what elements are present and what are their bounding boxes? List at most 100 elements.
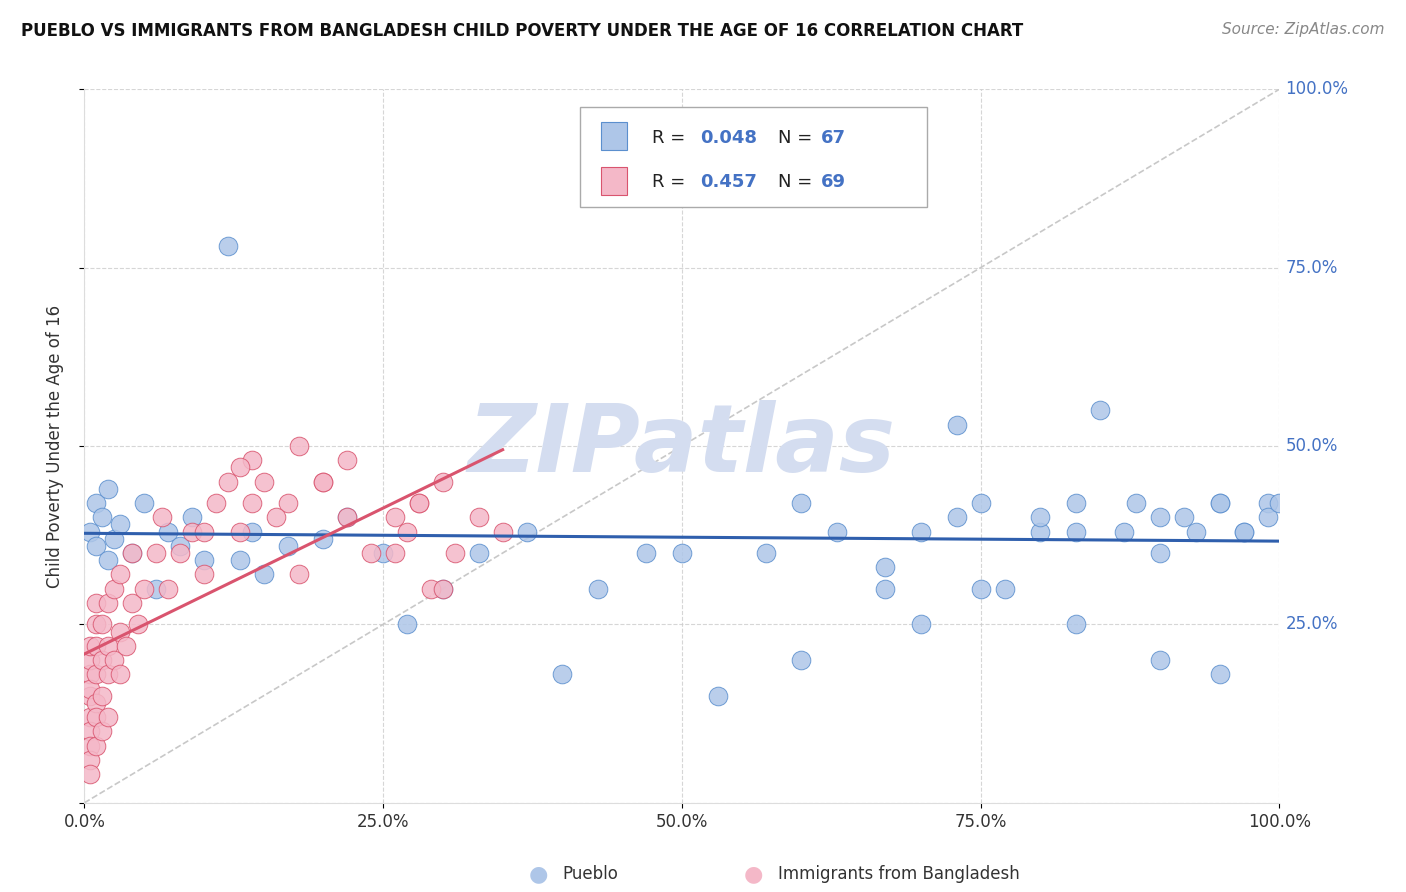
Point — [312, 475, 335, 489]
Point — [875, 560, 897, 574]
Point — [790, 653, 813, 667]
Point — [1256, 496, 1278, 510]
Point — [264, 510, 287, 524]
Point — [1029, 524, 1052, 539]
Point — [288, 567, 311, 582]
Text: 25.0%: 25.0% — [1285, 615, 1339, 633]
Point — [1088, 403, 1111, 417]
Point — [91, 724, 114, 739]
Point — [115, 639, 138, 653]
Point — [336, 510, 359, 524]
Point — [121, 596, 143, 610]
Point — [875, 582, 897, 596]
Point — [396, 617, 419, 632]
Point — [110, 624, 132, 639]
Point — [1149, 546, 1171, 560]
Point — [150, 510, 173, 524]
Point — [97, 710, 120, 724]
Point — [408, 496, 430, 510]
Point — [228, 460, 252, 475]
Text: ZIPatlas: ZIPatlas — [468, 400, 896, 492]
Point — [79, 710, 101, 724]
Point — [312, 475, 335, 489]
Point — [671, 168, 693, 182]
Point — [910, 524, 932, 539]
Point — [84, 596, 107, 610]
Text: R =: R = — [652, 173, 690, 191]
Point — [79, 653, 101, 667]
Point — [1112, 524, 1135, 539]
Point — [91, 653, 114, 667]
Point — [103, 532, 125, 546]
Point — [336, 453, 359, 467]
Point — [1268, 496, 1291, 510]
Point — [1066, 524, 1088, 539]
Point — [79, 681, 101, 696]
Point — [492, 524, 515, 539]
FancyBboxPatch shape — [600, 121, 627, 150]
Point — [97, 639, 120, 653]
Point — [79, 524, 101, 539]
Point — [169, 546, 191, 560]
Point — [169, 539, 191, 553]
Point — [217, 239, 239, 253]
Point — [790, 496, 813, 510]
Point — [103, 653, 125, 667]
Point — [79, 753, 101, 767]
Point — [84, 617, 107, 632]
Point — [84, 639, 107, 653]
Point — [1184, 524, 1206, 539]
Point — [1173, 510, 1195, 524]
Point — [408, 496, 430, 510]
Point — [132, 582, 156, 596]
Text: 0.048: 0.048 — [700, 128, 756, 146]
Point — [79, 767, 101, 781]
Point — [193, 567, 215, 582]
Point — [288, 439, 311, 453]
Point — [217, 475, 239, 489]
Point — [240, 453, 263, 467]
Text: 69: 69 — [821, 173, 845, 191]
Point — [1208, 667, 1230, 681]
Text: 0.457: 0.457 — [700, 173, 756, 191]
Text: PUEBLO VS IMMIGRANTS FROM BANGLADESH CHILD POVERTY UNDER THE AGE OF 16 CORRELATI: PUEBLO VS IMMIGRANTS FROM BANGLADESH CHI… — [21, 22, 1024, 40]
Point — [1208, 496, 1230, 510]
Point — [97, 596, 120, 610]
Point — [228, 553, 252, 567]
Point — [253, 567, 276, 582]
Point — [121, 546, 143, 560]
Point — [180, 510, 202, 524]
Point — [91, 510, 114, 524]
Text: 100.0%: 100.0% — [1285, 80, 1348, 98]
Point — [467, 510, 491, 524]
Point — [228, 524, 252, 539]
Point — [79, 639, 101, 653]
Point — [634, 546, 657, 560]
Point — [1149, 510, 1171, 524]
Point — [91, 689, 114, 703]
Text: ●: ● — [529, 864, 548, 884]
Point — [754, 546, 776, 560]
Point — [1029, 510, 1052, 524]
Point — [312, 532, 335, 546]
Point — [79, 667, 101, 681]
Text: Immigrants from Bangladesh: Immigrants from Bangladesh — [778, 865, 1019, 883]
Point — [1149, 653, 1171, 667]
FancyBboxPatch shape — [600, 167, 627, 194]
Text: N =: N = — [778, 128, 817, 146]
Point — [97, 667, 120, 681]
Text: Source: ZipAtlas.com: Source: ZipAtlas.com — [1222, 22, 1385, 37]
Point — [79, 689, 101, 703]
Point — [84, 539, 107, 553]
Point — [84, 496, 107, 510]
Text: Pueblo: Pueblo — [562, 865, 619, 883]
Point — [253, 475, 276, 489]
Point — [1066, 617, 1088, 632]
Point — [588, 582, 610, 596]
Point — [240, 524, 263, 539]
Point — [180, 524, 202, 539]
Point — [1232, 524, 1254, 539]
Point — [110, 567, 132, 582]
Text: N =: N = — [778, 173, 817, 191]
Point — [79, 739, 101, 753]
